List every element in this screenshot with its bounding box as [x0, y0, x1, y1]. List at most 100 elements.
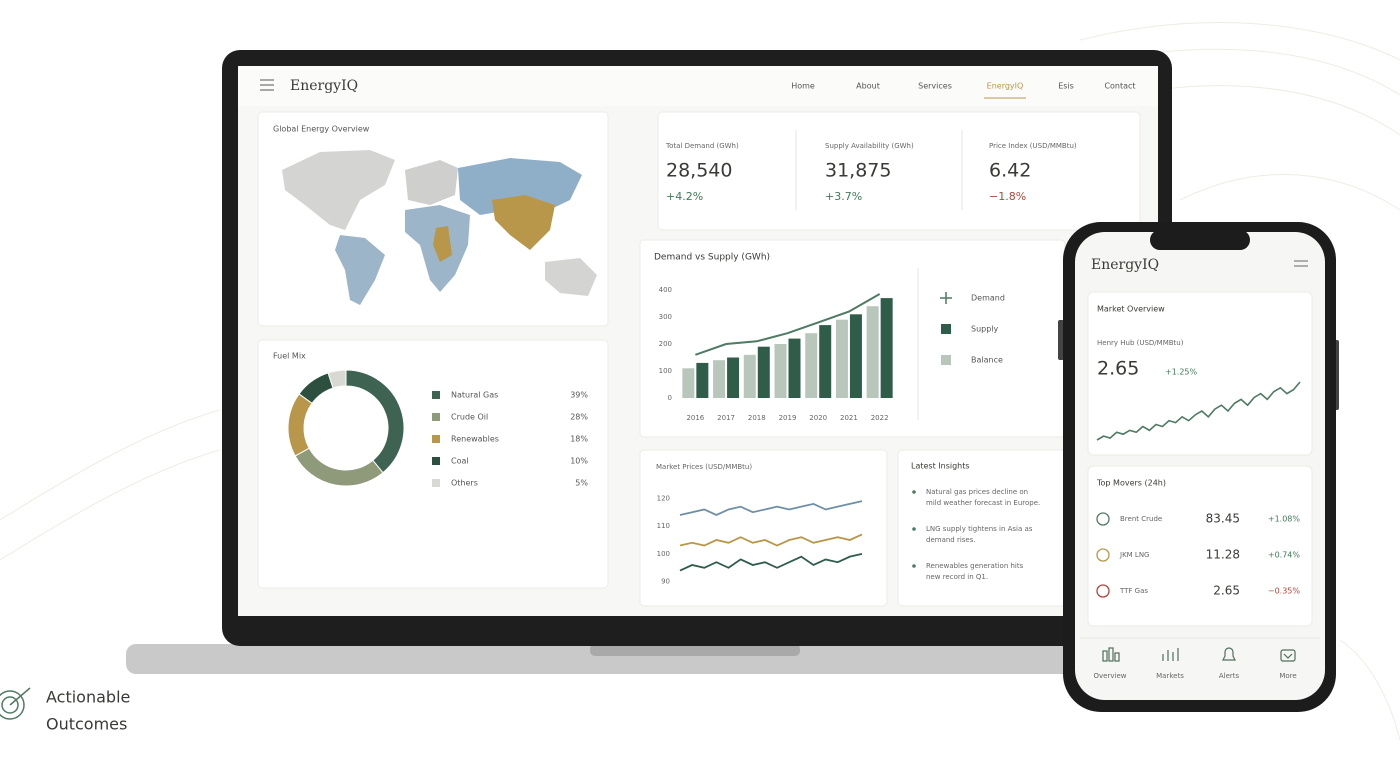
- bar: [727, 357, 740, 398]
- laptop-content: Total Demand (GWh) 28,540 +4.2% Supply Avai…: [287, 142, 1077, 586]
- value-label: 18%: [570, 435, 588, 444]
- y-tick-label: 0: [668, 394, 672, 402]
- nav-link[interactable]: Services: [918, 82, 952, 91]
- mover-change: +1.08%: [1268, 515, 1301, 524]
- kpi-value: 31,875: [825, 160, 891, 182]
- legend-swatch: [432, 391, 440, 399]
- kpi-label: Total Demand (GWh): [665, 142, 739, 150]
- prices-panel: [639, 449, 888, 607]
- y-tick-label: 100: [657, 550, 670, 558]
- tab-label[interactable]: Alerts: [1219, 672, 1240, 680]
- nav-link[interactable]: Contact: [1104, 82, 1135, 91]
- kpi-value: 28,540: [666, 160, 732, 182]
- nav-link[interactable]: Home: [791, 82, 815, 91]
- y-tick-label: 110: [657, 522, 670, 530]
- panel-title: Market Prices (USD/MMBtu): [656, 463, 752, 471]
- nav-link[interactable]: EnergyIQ: [987, 82, 1024, 91]
- mover-value: 2.65: [1213, 584, 1240, 598]
- mover-name: JKM LNG: [1119, 551, 1149, 559]
- corner-text: Outcomes: [46, 715, 127, 734]
- panel-title: Fuel Mix: [273, 352, 306, 361]
- bar: [849, 314, 862, 398]
- price-value: 2.65: [1097, 358, 1139, 380]
- x-tick-label: 2022: [871, 414, 889, 422]
- insight-text: demand rises.: [926, 536, 976, 544]
- world-map: [282, 150, 597, 305]
- nav-link[interactable]: About: [856, 82, 880, 91]
- card-title: Market Overview: [1097, 305, 1165, 314]
- tab-label[interactable]: Markets: [1156, 672, 1184, 680]
- insight-text: LNG supply tightens in Asia as: [926, 525, 1033, 533]
- kpi-panel: [657, 111, 1141, 231]
- bar: [774, 344, 787, 398]
- insight-text: new record in Q1.: [926, 573, 988, 581]
- legend-swatch: [941, 355, 951, 365]
- mover-name: TTF Gas: [1119, 587, 1148, 595]
- mover-icon: [1096, 584, 1110, 598]
- y-tick-label: 90: [661, 578, 670, 586]
- bar: [788, 338, 801, 398]
- line: [679, 500, 863, 516]
- kpi-change: +3.7%: [825, 190, 862, 203]
- tab-label[interactable]: Overview: [1094, 672, 1127, 680]
- bar: [757, 346, 770, 398]
- y-tick-label: 100: [659, 367, 672, 375]
- phone: EnergyIQ Market Overview Henry Hub (USD/…: [1058, 222, 1339, 712]
- bar: [743, 354, 756, 398]
- card-title: Top Movers (24h): [1096, 479, 1166, 488]
- legend-swatch: [941, 324, 951, 334]
- legend-swatch: [432, 457, 440, 465]
- bar: [819, 325, 832, 398]
- legend-label: Supply: [971, 325, 999, 334]
- corner-text: Actionable: [46, 688, 130, 707]
- movers-card: [1087, 465, 1313, 627]
- menu-icon[interactable]: [260, 79, 274, 91]
- insight-text: mild weather forecast in Europe.: [926, 499, 1040, 507]
- x-tick-label: 2017: [717, 414, 735, 422]
- insight-text: Natural gas prices decline on: [926, 488, 1028, 496]
- legend-swatch: [432, 479, 440, 487]
- legend-swatch: [432, 413, 440, 421]
- bar: [866, 306, 879, 398]
- bar: [880, 298, 893, 398]
- laptop: EnergyIQ Home About Services EnergyIQ Esis Co…: [126, 50, 1190, 674]
- mover-value: 11.28: [1206, 548, 1240, 562]
- nav-bar: [238, 66, 1158, 106]
- bullet: [912, 564, 916, 568]
- x-tick-label: 2018: [748, 414, 766, 422]
- kpi-change: −1.8%: [989, 190, 1026, 203]
- legend-label: Natural Gas: [451, 391, 498, 400]
- x-tick-label: 2020: [809, 414, 827, 422]
- legend-label: Others: [451, 479, 478, 488]
- x-tick-label: 2019: [779, 414, 797, 422]
- price-change: +1.25%: [1165, 368, 1198, 377]
- mover-name: Brent Crude: [1120, 515, 1162, 523]
- brand[interactable]: EnergyIQ: [290, 78, 358, 94]
- y-tick-label: 120: [657, 494, 670, 502]
- kpi-label: Supply Availability (GWh): [825, 142, 914, 150]
- mover-change: +0.74%: [1268, 551, 1301, 560]
- insight-text: Renewables generation hits: [926, 562, 1024, 570]
- laptop-base: [126, 644, 1190, 674]
- phone-notch: [1150, 230, 1250, 250]
- mover-change: −0.35%: [1268, 587, 1301, 596]
- laptop-notch: [590, 644, 800, 656]
- bullet: [912, 490, 916, 494]
- kpi-value: 6.42: [989, 160, 1031, 182]
- line: [695, 293, 881, 356]
- bar: [805, 333, 818, 398]
- menu-icon[interactable]: [1294, 260, 1308, 267]
- mover-icon: [1096, 548, 1110, 562]
- sparkline: [1096, 381, 1301, 441]
- x-tick-label: 2021: [840, 414, 858, 422]
- mover-value: 83.45: [1206, 512, 1240, 526]
- nav-link[interactable]: Esis: [1058, 82, 1074, 91]
- legend-label: Balance: [971, 356, 1003, 365]
- phone-content: Brent Crude 83.45 +1.08% JKM LNG 11.28 +0.74%…: [1094, 381, 1301, 680]
- value-label: 39%: [570, 391, 588, 400]
- overview-card: [1087, 291, 1313, 456]
- nav-links: Home About Services EnergyIQ Esis Contact: [791, 82, 1135, 91]
- tab-label[interactable]: More: [1279, 672, 1296, 680]
- brand[interactable]: EnergyIQ: [1091, 257, 1159, 273]
